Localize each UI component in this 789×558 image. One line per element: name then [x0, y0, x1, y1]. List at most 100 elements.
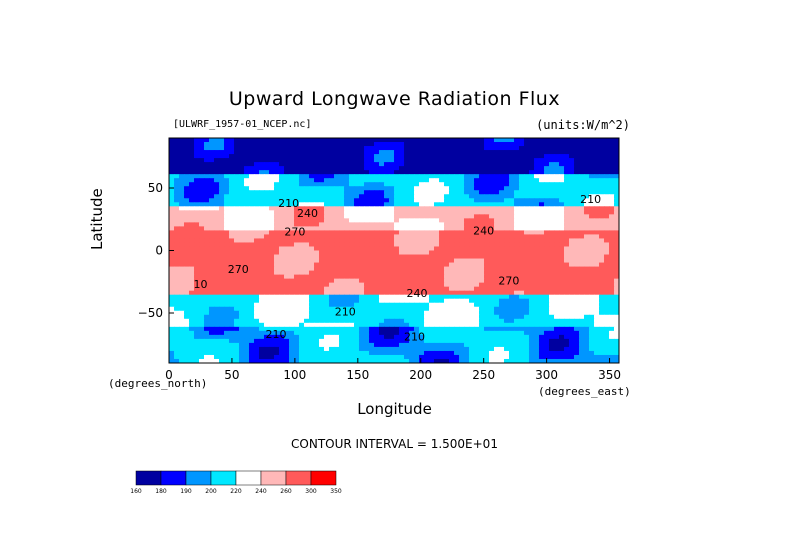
field-cell — [344, 174, 350, 179]
field-cell — [539, 278, 545, 284]
field-cell — [339, 170, 345, 175]
field-cell — [204, 286, 210, 292]
field-cell — [229, 218, 235, 223]
field-cell — [299, 254, 305, 260]
field-cell — [269, 258, 275, 264]
field-cell — [534, 350, 540, 356]
field-cell — [489, 250, 495, 256]
field-cell — [299, 210, 305, 215]
field-cell — [419, 338, 425, 344]
field-cell — [264, 218, 270, 223]
field-cell — [599, 206, 605, 211]
field-cell — [369, 326, 375, 332]
field-cell — [474, 346, 480, 352]
field-cell — [589, 162, 595, 167]
field-cell — [464, 238, 470, 244]
field-cell — [294, 146, 300, 151]
field-cell — [504, 310, 510, 316]
field-cell — [324, 142, 330, 147]
field-cell — [284, 158, 290, 163]
field-cell — [259, 246, 265, 252]
field-cell — [329, 322, 335, 328]
field-cell — [409, 346, 415, 352]
field-cell — [494, 346, 500, 352]
field-cell — [309, 138, 315, 143]
field-cell — [234, 302, 240, 308]
field-cell — [204, 246, 210, 252]
field-cell — [349, 294, 355, 300]
field-cell — [544, 214, 550, 219]
field-cell — [584, 182, 590, 187]
field-cell — [324, 242, 330, 248]
field-cell — [309, 270, 315, 276]
field-cell — [244, 338, 250, 344]
field-cell — [329, 258, 335, 264]
field-cell — [229, 258, 235, 264]
field-cell — [184, 274, 190, 280]
field-cell — [549, 158, 555, 163]
field-cell — [209, 174, 215, 179]
field-cell — [209, 170, 215, 175]
field-cell — [204, 190, 210, 195]
field-cell — [489, 266, 495, 272]
field-cell — [554, 202, 560, 207]
field-cell — [434, 330, 440, 336]
field-cell — [329, 358, 335, 363]
field-cell — [419, 158, 425, 163]
field-cell — [489, 254, 495, 260]
field-cell — [544, 206, 550, 211]
field-cell — [449, 278, 455, 284]
field-cell — [399, 258, 405, 264]
field-cell — [409, 198, 415, 203]
field-cell — [229, 298, 235, 304]
field-cell — [584, 166, 590, 171]
field-cell — [244, 178, 250, 183]
field-cell — [294, 246, 300, 252]
field-cell — [309, 154, 315, 159]
field-cell — [474, 290, 480, 296]
field-cell — [274, 274, 280, 280]
field-cell — [204, 282, 210, 288]
field-cell — [424, 230, 430, 236]
field-cell — [589, 346, 595, 352]
field-cell — [174, 298, 180, 304]
field-cell — [609, 306, 615, 312]
field-cell — [344, 154, 350, 159]
field-cell — [214, 358, 220, 363]
field-cell — [329, 234, 335, 240]
field-cell — [444, 286, 450, 292]
field-cell — [259, 222, 265, 227]
field-cell — [614, 138, 619, 143]
field-cell — [374, 266, 380, 272]
field-cell — [494, 306, 500, 312]
field-cell — [504, 318, 510, 324]
field-cell — [324, 322, 330, 328]
field-cell — [389, 202, 395, 207]
field-cell — [559, 278, 565, 284]
field-cell — [359, 146, 365, 151]
field-cell — [284, 166, 290, 171]
field-cell — [479, 174, 485, 179]
field-cell — [189, 322, 195, 328]
field-cell — [214, 146, 220, 151]
field-cell — [204, 298, 210, 304]
field-cell — [354, 206, 360, 211]
field-cell — [294, 298, 300, 304]
field-cell — [169, 294, 175, 300]
field-cell — [279, 350, 285, 356]
field-cell — [269, 322, 275, 328]
field-cell — [554, 238, 560, 244]
field-cell — [259, 322, 265, 328]
field-cell — [499, 198, 505, 203]
field-cell — [444, 214, 450, 219]
field-cell — [549, 278, 555, 284]
field-cell — [244, 222, 250, 227]
field-cell — [309, 174, 315, 179]
field-cell — [604, 210, 610, 215]
field-cell — [354, 266, 360, 272]
field-cell — [379, 138, 385, 143]
field-cell — [529, 330, 535, 336]
field-cell — [209, 210, 215, 215]
field-cell — [364, 222, 370, 227]
field-cell — [304, 242, 310, 248]
